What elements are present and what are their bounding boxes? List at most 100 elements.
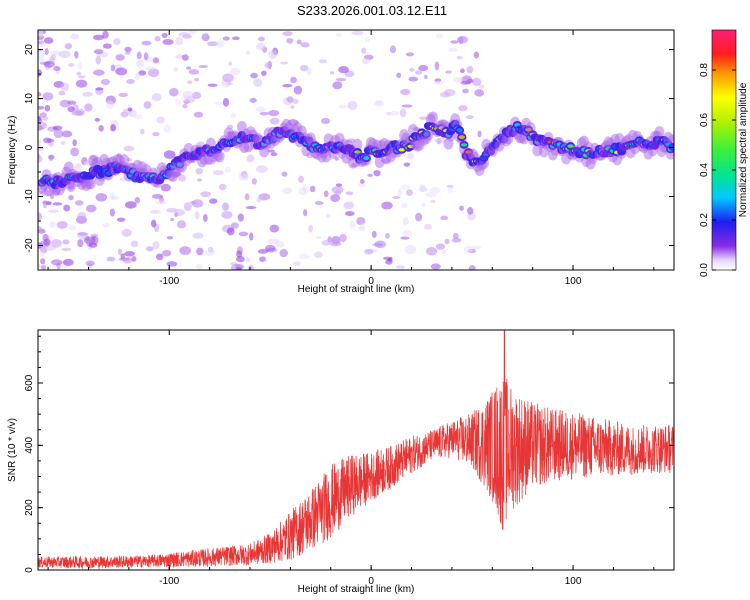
- noise-blob: [117, 248, 122, 256]
- noise-blob: [71, 110, 84, 116]
- ridge-peak: [567, 144, 574, 148]
- noise-blob: [41, 200, 53, 205]
- noise-blob: [351, 30, 364, 36]
- noise-blob: [472, 77, 482, 87]
- noise-blob: [467, 207, 474, 215]
- noise-blob: [323, 190, 329, 198]
- noise-blob: [426, 247, 438, 256]
- noise-blob: [58, 50, 71, 59]
- noise-blob: [43, 37, 54, 44]
- noise-blob: [415, 70, 423, 75]
- noise-blob: [60, 82, 70, 92]
- noise-blob: [226, 81, 233, 86]
- noise-blob: [395, 265, 406, 269]
- noise-blob: [182, 90, 194, 100]
- noise-blob: [61, 247, 72, 252]
- noise-blob: [85, 204, 97, 213]
- noise-blob: [95, 87, 104, 91]
- colorbar-gradient: [711, 29, 737, 271]
- noise-blob: [124, 201, 137, 209]
- noise-blob: [434, 137, 447, 144]
- noise-blob: [138, 70, 147, 76]
- x-tick-label: 100: [565, 276, 582, 287]
- snr-marks: [38, 330, 674, 570]
- noise-blob: [402, 229, 413, 238]
- noise-blob: [74, 50, 79, 59]
- noise-blob: [195, 263, 203, 270]
- noise-blob: [95, 192, 108, 202]
- noise-blob: [106, 256, 116, 262]
- noise-blob: [361, 47, 367, 54]
- noise-blob: [255, 106, 266, 112]
- noise-blob: [188, 69, 200, 75]
- ridge-halo: [427, 111, 438, 124]
- noise-blob: [309, 185, 316, 193]
- noise-blob: [194, 211, 200, 220]
- noise-blob: [255, 165, 268, 173]
- colorbar-tick-label: 0.0: [699, 263, 710, 277]
- noise-blob: [206, 41, 219, 47]
- noise-blob: [245, 205, 257, 210]
- noise-blob: [435, 33, 444, 39]
- noise-blob: [231, 36, 240, 41]
- noise-blob: [423, 74, 428, 80]
- noise-blob: [248, 264, 254, 270]
- noise-blob: [282, 31, 293, 37]
- noise-blob: [156, 116, 165, 124]
- noise-blob: [335, 33, 343, 38]
- noise-blob: [143, 101, 152, 109]
- noise-blob: [253, 78, 263, 87]
- noise-blob: [175, 98, 181, 106]
- noise-blob: [452, 232, 459, 240]
- noise-blob: [62, 258, 74, 266]
- noise-blob: [139, 128, 145, 135]
- noise-blob: [459, 205, 464, 211]
- noise-blob: [364, 249, 374, 255]
- noise-blob: [282, 83, 293, 88]
- noise-blob: [38, 92, 42, 97]
- noise-blob: [163, 150, 176, 159]
- noise-blob: [74, 200, 84, 206]
- noise-blob: [418, 65, 429, 72]
- noise-blob: [120, 253, 125, 260]
- noise-blob: [38, 225, 42, 230]
- noise-blob: [47, 209, 59, 214]
- noise-blob: [152, 241, 160, 250]
- noise-blob: [401, 184, 411, 190]
- noise-blob: [169, 87, 179, 97]
- noise-blob: [101, 222, 110, 228]
- noise-blob: [270, 152, 278, 157]
- noise-blob: [61, 130, 73, 138]
- noise-blob: [49, 154, 54, 162]
- noise-blob: [102, 30, 109, 39]
- noise-blob: [470, 245, 482, 250]
- noise-blob: [257, 36, 265, 42]
- noise-blob: [52, 202, 63, 206]
- y-tick-label: -20: [24, 238, 35, 253]
- noise-blob: [222, 36, 230, 41]
- noise-blob: [226, 227, 235, 236]
- noise-blob: [403, 162, 411, 167]
- colorbar-label: Normalized spectral amplitude: [738, 82, 749, 217]
- noise-blob: [88, 242, 98, 248]
- noise-blob: [474, 89, 485, 97]
- noise-blob: [116, 217, 126, 222]
- noise-blob: [38, 155, 43, 163]
- x-tick-label: -100: [159, 576, 179, 587]
- noise-blob: [451, 237, 462, 243]
- noise-blob: [109, 124, 117, 132]
- noise-blob: [286, 96, 294, 103]
- x-tick-label: 0: [368, 276, 374, 287]
- noise-blob: [249, 232, 254, 241]
- noise-blob: [50, 259, 63, 266]
- noise-blob: [56, 221, 68, 229]
- noise-blob: [443, 89, 456, 97]
- noise-blob: [134, 72, 140, 81]
- noise-blob: [315, 235, 322, 240]
- noise-blob: [46, 138, 55, 143]
- noise-blob: [259, 256, 266, 262]
- noise-blob: [440, 215, 449, 221]
- noise-blob: [150, 209, 158, 214]
- noise-blob: [152, 57, 160, 64]
- noise-blob: [275, 241, 285, 248]
